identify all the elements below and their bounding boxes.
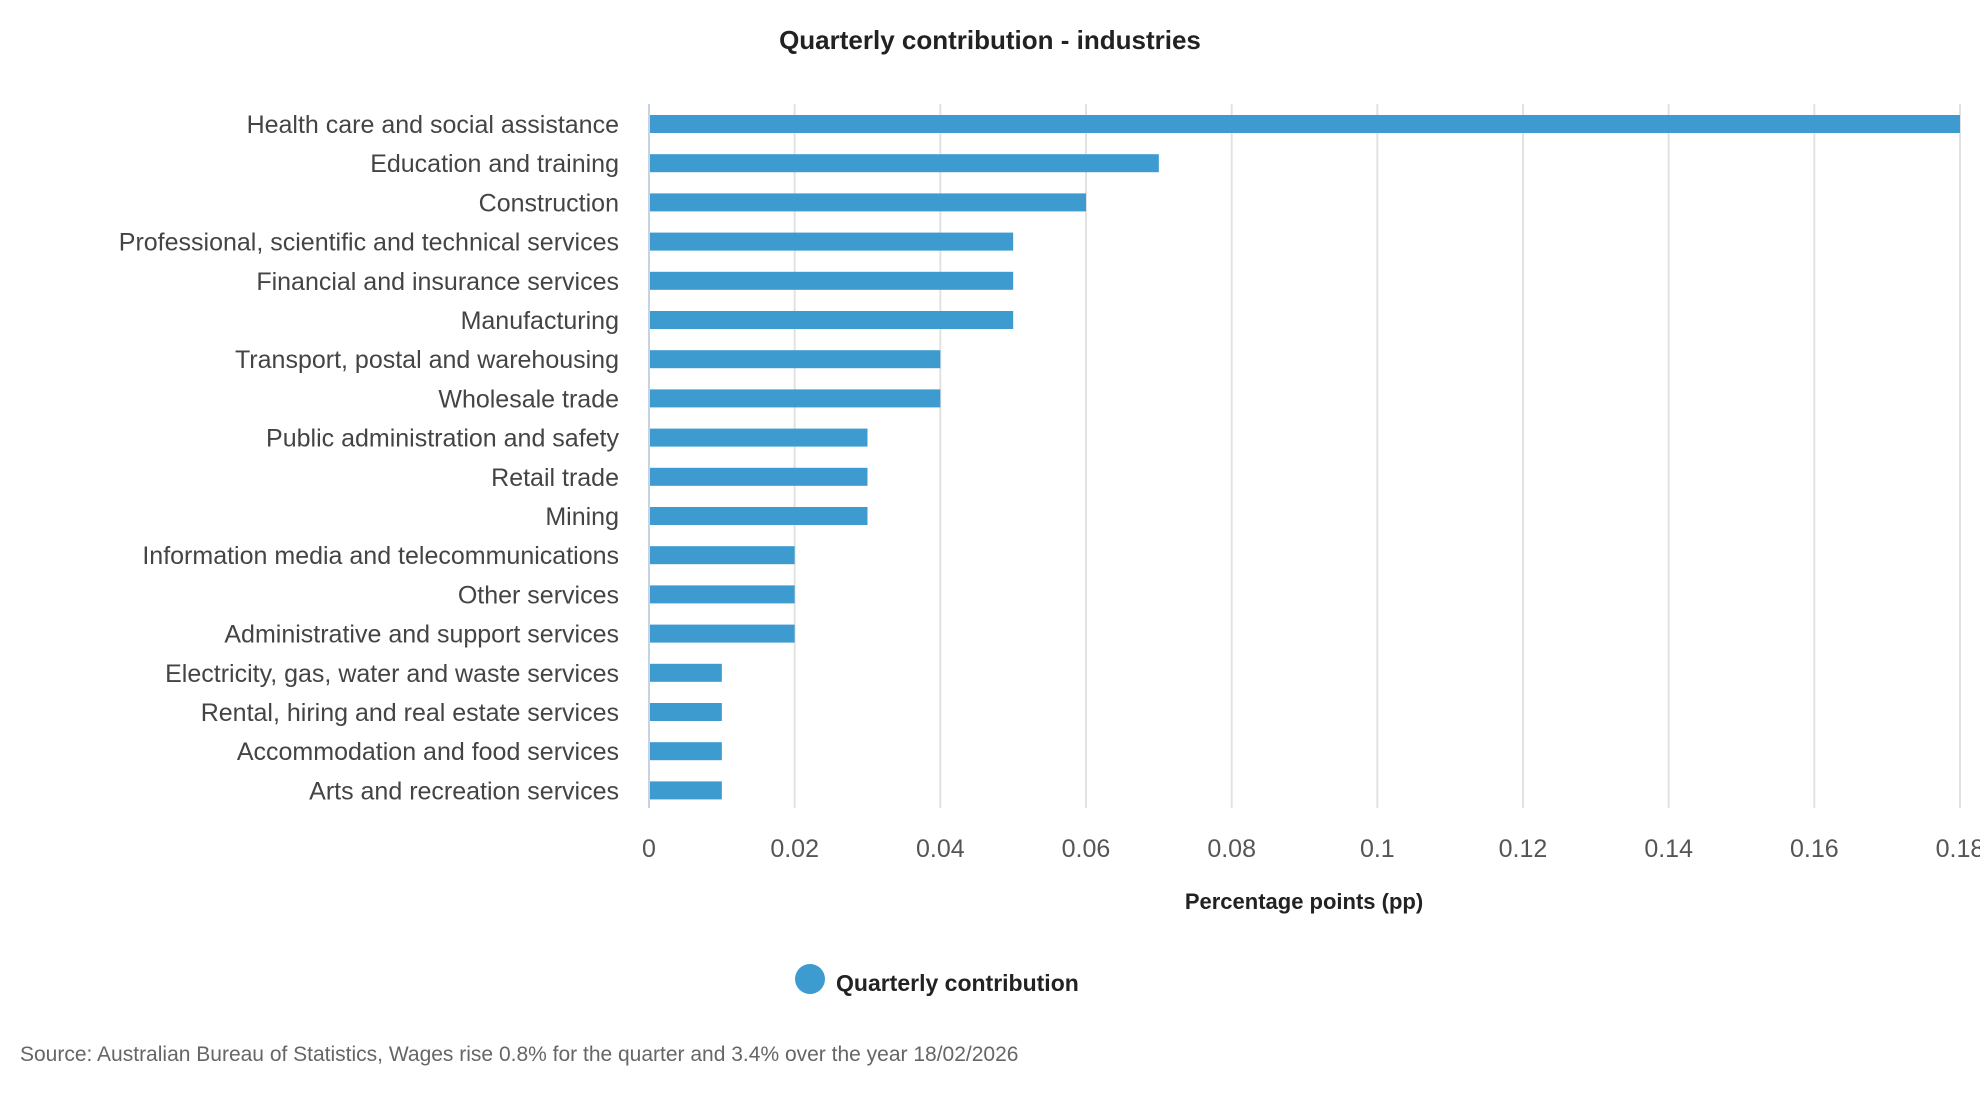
- bar[interactable]: [650, 115, 1960, 133]
- category-label: Other services: [458, 581, 619, 609]
- category-label: Manufacturing: [461, 307, 619, 335]
- category-label: Mining: [545, 503, 619, 531]
- bar[interactable]: [650, 663, 722, 682]
- legend-label: Quarterly contribution: [836, 970, 1079, 996]
- category-label: Transport, postal and warehousing: [235, 346, 619, 374]
- category-label: Accommodation and food services: [237, 738, 619, 766]
- x-axis-title: Percentage points (pp): [1185, 889, 1423, 914]
- bar[interactable]: [650, 428, 868, 447]
- category-label: Education and training: [370, 150, 619, 178]
- legend[interactable]: Quarterly contribution: [795, 964, 1079, 996]
- bar[interactable]: [650, 585, 795, 604]
- category-label: Electricity, gas, water and waste servic…: [165, 660, 619, 688]
- x-tick-label: 0.08: [1207, 835, 1256, 863]
- x-tick-label: 0.02: [770, 835, 819, 863]
- x-tick-label: 0.16: [1790, 835, 1839, 863]
- chart-title: Quarterly contribution - industries: [779, 25, 1201, 55]
- category-label: Information media and telecommunications: [142, 542, 619, 570]
- bar[interactable]: [650, 546, 795, 565]
- bar[interactable]: [650, 232, 1014, 251]
- bar[interactable]: [650, 507, 868, 525]
- x-tick-label: 0.04: [916, 835, 965, 863]
- bar[interactable]: [650, 389, 941, 408]
- x-tick-label: 0.06: [1062, 835, 1111, 863]
- x-tick-label: 0.14: [1644, 835, 1693, 863]
- source-note: Source: Australian Bureau of Statistics,…: [20, 1043, 1018, 1066]
- bar[interactable]: [650, 624, 795, 643]
- category-label: Retail trade: [491, 464, 619, 492]
- bar[interactable]: [650, 467, 868, 486]
- bar[interactable]: [650, 781, 722, 800]
- category-label: Wholesale trade: [438, 385, 619, 413]
- legend-marker: [795, 964, 825, 994]
- category-label: Construction: [479, 189, 619, 217]
- x-tick-label: 0.12: [1499, 835, 1548, 863]
- bar[interactable]: [650, 742, 722, 761]
- bar[interactable]: [650, 703, 722, 721]
- category-label: Public administration and safety: [266, 425, 619, 453]
- category-label: Arts and recreation services: [309, 777, 619, 805]
- bar[interactable]: [650, 311, 1014, 329]
- bar[interactable]: [650, 350, 941, 369]
- bar[interactable]: [650, 154, 1159, 173]
- bar[interactable]: [650, 193, 1086, 212]
- category-label: Health care and social assistance: [247, 111, 619, 139]
- category-label: Financial and insurance services: [256, 268, 619, 296]
- category-label: Professional, scientific and technical s…: [119, 229, 619, 257]
- x-tick-label: 0: [642, 835, 656, 863]
- bar[interactable]: [650, 271, 1014, 290]
- x-tick-label: 0.18: [1936, 835, 1980, 863]
- category-label: Rental, hiring and real estate services: [201, 699, 619, 727]
- x-tick-label: 0.1: [1360, 835, 1395, 863]
- category-label: Administrative and support services: [224, 621, 619, 649]
